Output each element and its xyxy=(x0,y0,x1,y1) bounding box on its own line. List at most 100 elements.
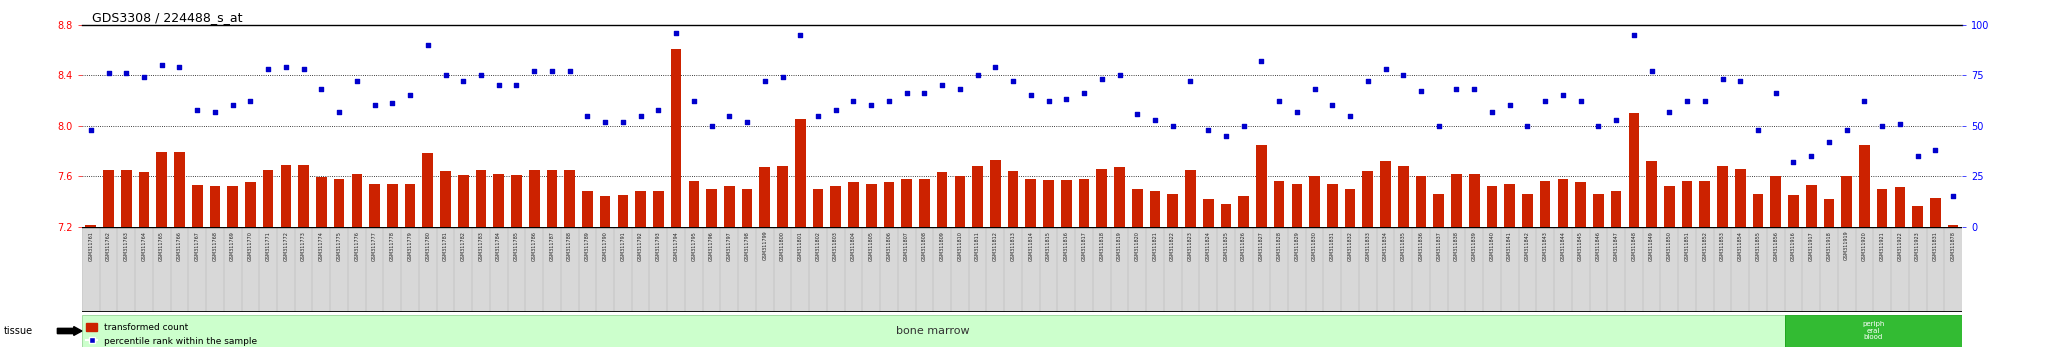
Point xyxy=(1280,109,1313,114)
Bar xyxy=(1026,179,1036,227)
Point xyxy=(713,113,745,118)
Bar xyxy=(829,186,842,227)
Bar xyxy=(369,184,379,227)
Point xyxy=(1264,99,1296,104)
Bar xyxy=(1522,194,1532,227)
Bar xyxy=(281,165,291,227)
Point xyxy=(465,72,498,78)
Bar xyxy=(618,195,629,227)
Point xyxy=(1884,121,1917,126)
Point xyxy=(1901,153,1933,159)
Text: GSM311845: GSM311845 xyxy=(1579,231,1583,261)
Bar xyxy=(565,170,575,227)
Point xyxy=(92,70,125,76)
Bar xyxy=(1784,315,1962,347)
Text: GSM311773: GSM311773 xyxy=(301,231,305,261)
Point xyxy=(961,72,993,78)
Point xyxy=(678,99,711,104)
Text: GSM311808: GSM311808 xyxy=(922,231,928,261)
Bar xyxy=(1505,184,1516,227)
Text: GSM311807: GSM311807 xyxy=(903,231,909,261)
Point xyxy=(625,113,657,118)
Bar xyxy=(1399,166,1409,227)
Point xyxy=(979,64,1012,70)
Point xyxy=(553,68,586,74)
Point xyxy=(430,72,463,78)
Text: GSM311764: GSM311764 xyxy=(141,231,147,261)
Point xyxy=(1458,86,1491,92)
Text: bone marrow: bone marrow xyxy=(897,326,971,336)
Point xyxy=(358,103,391,108)
Text: GSM311920: GSM311920 xyxy=(1862,231,1868,261)
Point xyxy=(1067,91,1100,96)
Bar xyxy=(528,170,539,227)
Bar xyxy=(1292,184,1303,227)
Bar xyxy=(156,152,168,227)
Bar xyxy=(512,175,522,227)
Text: GSM311921: GSM311921 xyxy=(1880,231,1884,261)
Text: GSM311843: GSM311843 xyxy=(1542,231,1548,261)
Text: GSM311840: GSM311840 xyxy=(1489,231,1495,261)
Text: GSM311846: GSM311846 xyxy=(1595,231,1602,261)
Text: GSM311793: GSM311793 xyxy=(655,231,662,261)
Bar xyxy=(1096,169,1108,227)
Text: GSM311780: GSM311780 xyxy=(426,231,430,261)
Point xyxy=(1386,72,1419,78)
Point xyxy=(1227,123,1260,129)
Text: GSM311837: GSM311837 xyxy=(1436,231,1442,261)
Bar xyxy=(475,170,485,227)
Bar xyxy=(209,186,221,227)
Text: GSM311818: GSM311818 xyxy=(1100,231,1104,261)
Point xyxy=(731,119,764,125)
Text: GSM311922: GSM311922 xyxy=(1896,231,1903,261)
Point xyxy=(324,109,356,114)
Text: GSM311856: GSM311856 xyxy=(1774,231,1778,261)
Point xyxy=(199,109,231,114)
Text: GSM311791: GSM311791 xyxy=(621,231,625,261)
Point xyxy=(127,74,160,80)
Bar xyxy=(1380,161,1391,227)
Text: GSM311794: GSM311794 xyxy=(674,231,678,261)
Bar xyxy=(1575,182,1585,227)
Bar xyxy=(1061,180,1071,227)
Point xyxy=(1741,127,1774,132)
Bar xyxy=(883,182,895,227)
Bar xyxy=(1255,144,1268,227)
Text: GSM311802: GSM311802 xyxy=(815,231,821,261)
Bar xyxy=(1841,176,1851,227)
Bar xyxy=(1133,189,1143,227)
Point xyxy=(217,103,250,108)
Text: GSM311774: GSM311774 xyxy=(319,231,324,261)
Point xyxy=(1919,147,1952,153)
Bar xyxy=(1612,191,1622,227)
Text: GSM311769: GSM311769 xyxy=(229,231,236,261)
Text: GSM311826: GSM311826 xyxy=(1241,231,1245,261)
Text: GSM311831: GSM311831 xyxy=(1329,231,1335,261)
Bar xyxy=(547,170,557,227)
Bar xyxy=(1647,161,1657,227)
Text: GSM311792: GSM311792 xyxy=(639,231,643,261)
Bar xyxy=(795,119,805,227)
Text: tissue: tissue xyxy=(4,326,33,336)
Point xyxy=(111,70,143,76)
Point xyxy=(1794,153,1827,159)
Point xyxy=(270,64,303,70)
Bar xyxy=(1239,196,1249,227)
Text: GSM311831: GSM311831 xyxy=(1933,231,1937,261)
Bar xyxy=(1929,198,1942,227)
Point xyxy=(1724,79,1757,84)
Bar xyxy=(1559,179,1569,227)
Text: GSM311766: GSM311766 xyxy=(176,231,182,261)
Text: GSM311878: GSM311878 xyxy=(1950,231,1956,261)
Text: GSM311832: GSM311832 xyxy=(1348,231,1352,261)
Point xyxy=(838,99,870,104)
Text: GSM311796: GSM311796 xyxy=(709,231,715,261)
Bar xyxy=(1769,176,1782,227)
Bar xyxy=(1008,171,1018,227)
Text: GSM311783: GSM311783 xyxy=(479,231,483,261)
Text: GSM311799: GSM311799 xyxy=(762,231,768,261)
Point xyxy=(305,86,338,92)
Text: GSM311779: GSM311779 xyxy=(408,231,412,261)
Point xyxy=(518,68,551,74)
Bar xyxy=(989,160,1001,227)
